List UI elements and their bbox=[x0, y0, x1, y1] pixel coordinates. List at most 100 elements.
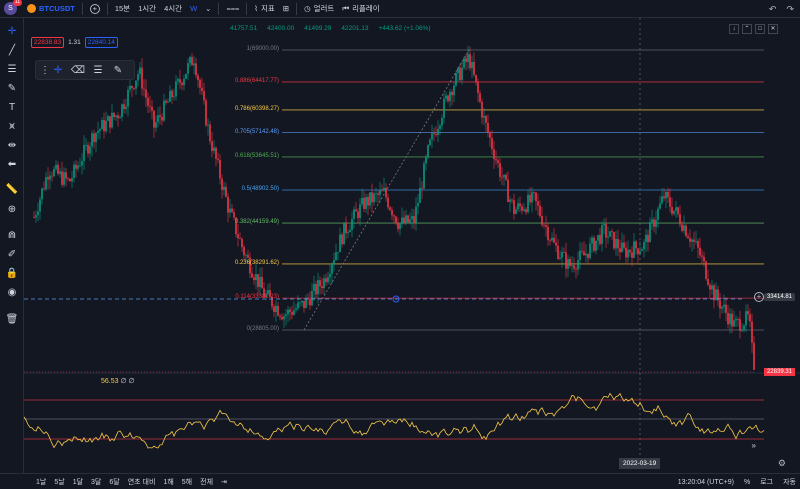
candle-body bbox=[159, 115, 161, 118]
replay-button[interactable]: ⏮ 리플레이 bbox=[338, 0, 383, 18]
eraser-icon[interactable]: ⌫ bbox=[70, 64, 86, 76]
collapse-icon[interactable]: ⌃ bbox=[742, 24, 752, 34]
range-1y[interactable]: 1해 bbox=[163, 478, 174, 486]
fib-lines-icon[interactable]: ☰ bbox=[93, 64, 103, 76]
candle-body bbox=[161, 117, 163, 121]
pencil-lock-icon[interactable]: ✐ bbox=[7, 249, 17, 260]
candle-body bbox=[123, 104, 125, 110]
candle-body bbox=[347, 232, 349, 234]
back-arrow-icon[interactable]: ⬅ bbox=[7, 159, 17, 170]
brush-icon[interactable]: ✎ bbox=[113, 64, 123, 76]
candle-body bbox=[717, 289, 719, 301]
zoom-in-icon[interactable]: ⊕ bbox=[7, 204, 17, 215]
range-all[interactable]: 전체 bbox=[200, 478, 214, 486]
chart-type-candles-icon[interactable]: W bbox=[190, 4, 198, 13]
brush-icon[interactable]: ✎ bbox=[7, 83, 17, 94]
candle-body bbox=[623, 242, 625, 248]
candle-body bbox=[77, 165, 79, 169]
range-ytd[interactable]: 연초 대비 bbox=[127, 478, 156, 486]
date-range-icon[interactable]: ⇥ bbox=[221, 478, 227, 486]
candle-body bbox=[95, 132, 97, 143]
fib-level-label: 0.114(33382.23) bbox=[235, 294, 279, 301]
add-plus-icon[interactable]: + bbox=[754, 292, 764, 302]
close-icon[interactable]: ✕ bbox=[768, 24, 778, 34]
auto-toggle[interactable]: 자동 bbox=[783, 479, 796, 486]
candle-body bbox=[693, 239, 695, 242]
candle-body bbox=[479, 93, 481, 102]
symbol-search[interactable]: BTCUSDT bbox=[23, 0, 79, 18]
chart-pane[interactable]: 41757.51 42400.00 41499.29 42201.13 +443… bbox=[24, 18, 800, 473]
candle-body bbox=[411, 216, 413, 220]
candle-body bbox=[397, 223, 399, 230]
candle-body bbox=[73, 164, 75, 179]
candle-body bbox=[565, 252, 567, 269]
range-3m[interactable]: 3달 bbox=[91, 478, 102, 486]
candle-body bbox=[555, 242, 557, 246]
alert-button[interactable]: ◷ 얼러트 bbox=[300, 0, 338, 18]
undo-icon[interactable]: ↶ bbox=[768, 3, 777, 14]
lock-icon[interactable]: 🔒 bbox=[5, 268, 19, 279]
interval-dropdown-chevron-icon[interactable]: ⌄ bbox=[205, 4, 212, 13]
candle-body bbox=[379, 190, 381, 195]
bottom-right-group: 13:20:04 (UTC+9) % 로그 자동 bbox=[678, 474, 796, 489]
interval-1h[interactable]: 1시간 bbox=[134, 0, 160, 18]
range-1d[interactable]: 1날 bbox=[36, 478, 47, 486]
redo-icon[interactable]: ↷ bbox=[786, 3, 794, 14]
range-6m[interactable]: 6달 bbox=[109, 478, 120, 486]
eye-icon[interactable]: ◉ bbox=[7, 287, 17, 298]
candle-body bbox=[263, 288, 265, 298]
candle-body bbox=[241, 238, 243, 248]
crosshair-icon[interactable]: ✛ bbox=[53, 64, 63, 76]
crosshair-icon[interactable]: ✛ bbox=[7, 26, 17, 37]
trend-line-icon[interactable]: ╱ bbox=[8, 45, 16, 56]
chart-canvas[interactable] bbox=[24, 18, 800, 473]
chart-style-icon[interactable]: ⩶ bbox=[226, 3, 240, 13]
candle-body bbox=[537, 201, 539, 206]
interval-4h[interactable]: 4시간 bbox=[160, 0, 186, 18]
maximize-icon[interactable]: □ bbox=[755, 24, 765, 34]
layout-grid-icon[interactable]: ⊞ bbox=[282, 4, 290, 13]
compare-add-button[interactable]: + bbox=[86, 0, 104, 18]
range-5y[interactable]: 5해 bbox=[181, 478, 193, 486]
candle-body bbox=[351, 218, 353, 230]
percent-toggle[interactable]: % bbox=[743, 478, 751, 486]
candle-body bbox=[587, 253, 589, 259]
candle-body bbox=[609, 231, 611, 237]
sell-button[interactable]: 22838.83 bbox=[31, 37, 65, 48]
divider bbox=[81, 2, 83, 15]
candle-body bbox=[653, 219, 655, 227]
fib-retracement-icon[interactable]: ☰ bbox=[7, 64, 17, 75]
interval-15m[interactable]: 15분 bbox=[111, 0, 134, 18]
chevron-right-icon[interactable]: » bbox=[751, 441, 756, 450]
candle-body bbox=[629, 249, 631, 253]
candle-body bbox=[449, 91, 451, 102]
range-5d[interactable]: 5날 bbox=[54, 478, 65, 486]
move-down-icon[interactable]: ↓ bbox=[729, 24, 739, 34]
log-toggle[interactable]: 로그 bbox=[760, 479, 774, 486]
ohlc-low: 41499.29 bbox=[304, 25, 332, 32]
magnet-icon[interactable]: ⋒ bbox=[7, 230, 17, 241]
drag-handle-icon[interactable]: ⋮ bbox=[40, 64, 50, 76]
fib-level-label: 1(69000.00) bbox=[246, 46, 279, 52]
user-avatar[interactable]: S 11 bbox=[4, 0, 22, 15]
range-1m[interactable]: 1달 bbox=[72, 478, 84, 486]
text-icon[interactable]: T bbox=[8, 102, 16, 113]
candle-body bbox=[661, 196, 663, 204]
candle-body bbox=[435, 134, 437, 136]
candle-body bbox=[677, 207, 679, 215]
ruler-icon[interactable]: 📏 bbox=[5, 184, 19, 195]
candle-body bbox=[311, 291, 313, 306]
candle-body bbox=[345, 222, 347, 234]
candle-body bbox=[697, 241, 699, 248]
candle-body bbox=[595, 240, 597, 251]
clock-time[interactable]: 13:20:04 (UTC+9) bbox=[677, 478, 734, 486]
candle-body bbox=[657, 208, 659, 220]
pattern-icon[interactable]: ⩙ bbox=[9, 121, 15, 132]
long-position-icon[interactable]: ⇹ bbox=[7, 140, 17, 151]
trash-icon[interactable]: 🗑 bbox=[5, 314, 19, 325]
buy-button[interactable]: 22840.14 bbox=[84, 37, 118, 48]
candle-body bbox=[681, 224, 683, 231]
indicators-button[interactable]: ⌇ 지표 bbox=[250, 0, 278, 18]
candle-body bbox=[163, 100, 165, 121]
gear-icon[interactable]: ⚙ bbox=[777, 458, 786, 468]
